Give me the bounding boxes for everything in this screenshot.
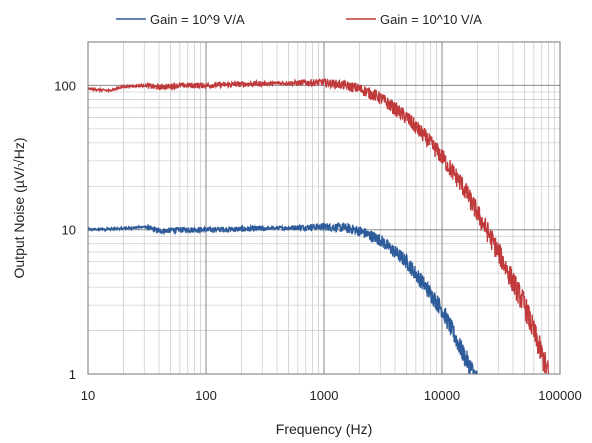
y-axis-label: Output Noise (µV/√Hz): [11, 137, 27, 278]
x-tick-labels: 10 100 1000 10000 100000: [81, 388, 582, 403]
x-tick-label: 1000: [310, 388, 339, 403]
plot-frame: [87, 41, 561, 375]
y-tick-labels: 1 10 100: [54, 78, 76, 382]
series-layer: [87, 78, 550, 375]
x-axis-label: Frequency (Hz): [276, 421, 372, 437]
series-line-1: [87, 78, 550, 375]
x-tick-label: 10: [81, 388, 95, 403]
series-line-0: [87, 221, 478, 375]
x-tick-label: 10000: [424, 388, 460, 403]
x-tick-label: 100: [195, 388, 217, 403]
y-tick-label: 100: [54, 78, 76, 93]
legend: Gain = 10^9 V/A Gain = 10^10 V/A: [116, 12, 482, 27]
legend-label-gain-1e10: Gain = 10^10 V/A: [380, 12, 482, 27]
y-tick-label: 1: [69, 367, 76, 382]
legend-label-gain-1e9: Gain = 10^9 V/A: [150, 12, 245, 27]
x-tick-label: 100000: [538, 388, 581, 403]
y-tick-label: 10: [62, 223, 76, 238]
